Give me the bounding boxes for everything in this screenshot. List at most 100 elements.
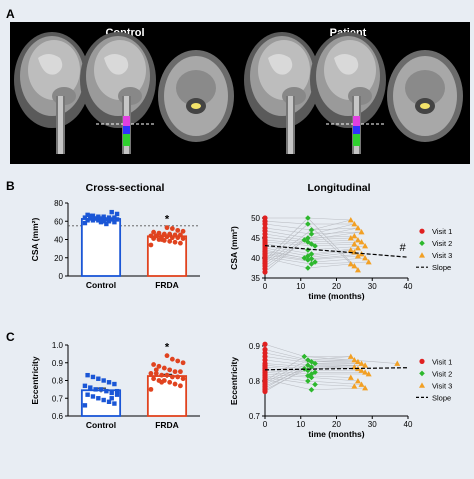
mri-cortex	[268, 54, 293, 75]
mri-images	[14, 32, 463, 154]
x-axis-label: time (months)	[308, 429, 364, 439]
point-visit-2	[308, 227, 315, 233]
subject-trajectory	[264, 247, 308, 257]
point-visit-2	[305, 257, 311, 263]
chart-csa-longitudinal: 35 40 45 50 0 10 20 30 40 time (months) CSA (mm²) #…	[229, 214, 452, 301]
bar-frda	[146, 375, 188, 417]
panel-a-letter: A	[6, 7, 15, 21]
point-visit-3	[354, 267, 361, 273]
point-visit-1	[262, 269, 268, 275]
y-tick-label: 0	[59, 272, 64, 281]
data-point-control	[104, 388, 109, 394]
point-visit-3	[358, 381, 365, 387]
point-visit-3	[394, 360, 401, 366]
data-point-control	[90, 374, 96, 380]
subject-trajectory	[307, 255, 358, 261]
point-visit-3	[347, 247, 354, 253]
subject-trajectory	[307, 227, 359, 239]
data-point-frda	[172, 369, 178, 375]
mri-axial-inner	[405, 70, 445, 106]
subject-trajectory	[311, 223, 355, 235]
legend-item: Visit 2	[419, 239, 452, 248]
data-point-control	[82, 383, 88, 389]
subject-trajectory	[311, 219, 351, 231]
point-visit-3	[354, 245, 361, 251]
data-point-control	[112, 219, 117, 225]
data-point-control	[85, 392, 90, 397]
mri-segment-green	[123, 134, 130, 146]
point-visit-2	[305, 265, 311, 271]
y-tick-label: 35	[251, 274, 260, 283]
data-point-frda	[175, 227, 181, 233]
mri-patient-sagittal-segmented	[310, 32, 386, 154]
data-point-control	[96, 214, 101, 219]
point-visit-2	[305, 221, 311, 227]
subject-trajectory	[264, 230, 308, 239]
point-visit-2	[312, 360, 318, 367]
mri-control-axial	[158, 50, 234, 142]
data-point-frda	[159, 372, 165, 378]
mri-patient-sagittal	[244, 32, 320, 154]
data-point-frda	[151, 229, 157, 235]
cross-sectional-title: Cross-sectional	[86, 182, 165, 194]
mri-segment-magenta	[353, 116, 360, 126]
chart-eccentricity-longitudinal: 0.7 0.8 0.9 0 10 20 30 40 time (months) Eccentric…	[229, 341, 452, 439]
point-visit-3	[347, 235, 354, 241]
y-tick-label: 40	[54, 236, 63, 245]
point-visit-2	[305, 215, 311, 221]
point-visit-3	[358, 229, 365, 235]
data-point-frda	[175, 358, 181, 364]
data-point-control	[98, 216, 104, 221]
subject-trajectory	[264, 239, 312, 245]
x-tick-label: 10	[296, 282, 305, 291]
data-point-control	[90, 218, 96, 223]
point-visit-2	[305, 378, 311, 384]
subject-trajectory	[264, 356, 316, 364]
y-tick-label: 0.9	[52, 359, 64, 368]
point-visit-1	[262, 388, 268, 395]
point-visit-3	[351, 221, 358, 227]
y-tick-label: 0.6	[52, 412, 64, 421]
point-visit-3	[362, 243, 369, 249]
legend-marker-visit-3	[419, 252, 425, 258]
point-visit-3	[358, 239, 365, 245]
mri-cord-segmentation	[420, 103, 430, 109]
subject-trajectory	[264, 359, 309, 384]
subject-trajectory	[264, 252, 308, 261]
point-visit-2	[308, 364, 315, 370]
y-tick-label: 40	[251, 254, 260, 263]
subject-trajectory	[264, 223, 312, 231]
point-visit-3	[354, 378, 361, 384]
legend-label: Visit 1	[432, 357, 452, 366]
data-point-control	[114, 217, 120, 222]
point-visit-3	[347, 374, 354, 380]
data-point-frda	[159, 237, 165, 242]
data-point-control	[96, 396, 101, 401]
data-point-frda	[167, 367, 173, 373]
x-tick-label: 40	[404, 282, 413, 291]
subject-trajectory	[264, 359, 308, 366]
panel-c-letter: C	[6, 330, 15, 344]
panel-b: B Cross-sectional Longitudinal 0 20 40 60 80…	[6, 179, 452, 301]
subject-trajectory	[311, 359, 355, 363]
data-point-frda	[177, 232, 183, 238]
subject-trajectory	[264, 241, 316, 247]
data-point-control	[101, 378, 106, 383]
data-point-frda	[148, 242, 154, 248]
subject-trajectory	[315, 361, 358, 364]
legend-label: Slope	[432, 393, 451, 402]
data-point-control	[106, 219, 112, 224]
subject-trajectory	[311, 364, 366, 368]
panel-c: C 0.6 0.7 0.8 0.9 1.0 Eccentricity Control FRDA…	[6, 330, 452, 439]
subject-trajectory	[307, 245, 366, 251]
subject-trajectory	[264, 233, 305, 241]
point-visit-3	[351, 357, 358, 363]
x-tick-label: FRDA	[155, 280, 179, 290]
point-visit-3	[362, 385, 369, 391]
mri-cortex	[104, 54, 129, 75]
point-visit-3	[365, 371, 372, 377]
data-point-frda	[180, 228, 186, 234]
data-point-control	[93, 387, 98, 392]
subject-trajectory	[307, 356, 351, 361]
